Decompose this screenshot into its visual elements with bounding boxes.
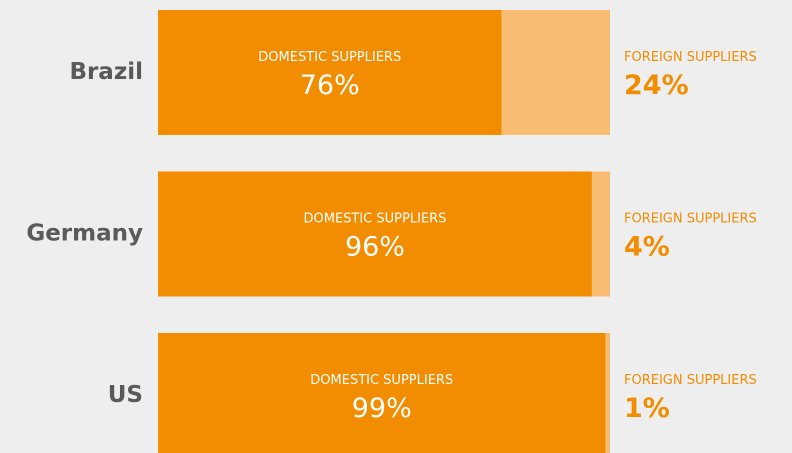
series-label: FOREIGN SUPPLIERS xyxy=(624,373,757,388)
value-label: 24% xyxy=(624,70,689,101)
series-label: DOMESTIC SUPPLIERS xyxy=(303,212,446,227)
bar-segment xyxy=(591,171,610,297)
series-label: DOMESTIC SUPPLIERS xyxy=(258,50,401,65)
bar-segment xyxy=(158,10,502,135)
value-label: 1% xyxy=(624,393,670,424)
category-label: Germany xyxy=(26,221,143,247)
series-label: FOREIGN SUPPLIERS xyxy=(624,212,757,227)
series-label: FOREIGN SUPPLIERS xyxy=(624,50,757,65)
value-label: 96% xyxy=(345,232,405,263)
bar-segment xyxy=(158,171,592,297)
category-label: US xyxy=(108,382,143,408)
value-label: 99% xyxy=(352,393,412,424)
category-label: Brazil xyxy=(69,59,143,85)
bar-segment xyxy=(605,333,610,453)
value-label: 4% xyxy=(624,232,670,263)
bar-segment xyxy=(501,10,610,135)
series-label: DOMESTIC SUPPLIERS xyxy=(310,373,453,388)
bar-segment xyxy=(158,333,606,453)
value-label: 76% xyxy=(300,70,360,101)
